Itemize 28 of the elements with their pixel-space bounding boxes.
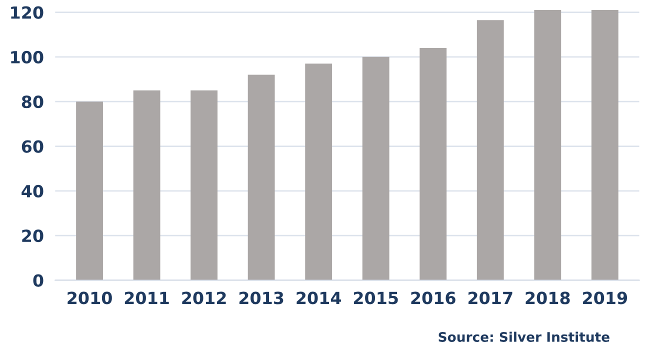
bar (190, 90, 218, 280)
bar (476, 20, 504, 280)
x-tick-label: 2011 (124, 292, 169, 304)
x-tick-label: 2010 (68, 292, 112, 304)
y-tick-label: 80 (22, 96, 44, 108)
x-tick-label: 2014 (296, 292, 342, 304)
y-tick-label: 120 (11, 6, 44, 19)
bar (248, 74, 275, 280)
bar (591, 10, 618, 280)
x-tick-label: 2015 (354, 292, 398, 304)
x-tick-label: 2017 (468, 292, 512, 304)
source-note: Source: Silver Institute (438, 332, 610, 342)
x-tick-label: 2013 (239, 292, 284, 304)
y-tick-label: 60 (22, 140, 44, 153)
bar (420, 48, 447, 280)
bar (76, 102, 103, 280)
x-tick-label: 2016 (411, 292, 456, 304)
y-tick-label: 0 (33, 274, 44, 287)
x-tick-label: 2018 (526, 292, 570, 304)
y-tick-label: 20 (22, 230, 44, 242)
x-tick-label: 2012 (182, 292, 226, 304)
bar (133, 90, 160, 280)
y-tick-label: 100 (11, 50, 44, 64)
bar (362, 56, 390, 280)
bar (305, 64, 332, 280)
x-tick-label: 2019 (583, 292, 628, 304)
y-tick-label: 40 (22, 184, 44, 198)
bar (534, 10, 562, 280)
